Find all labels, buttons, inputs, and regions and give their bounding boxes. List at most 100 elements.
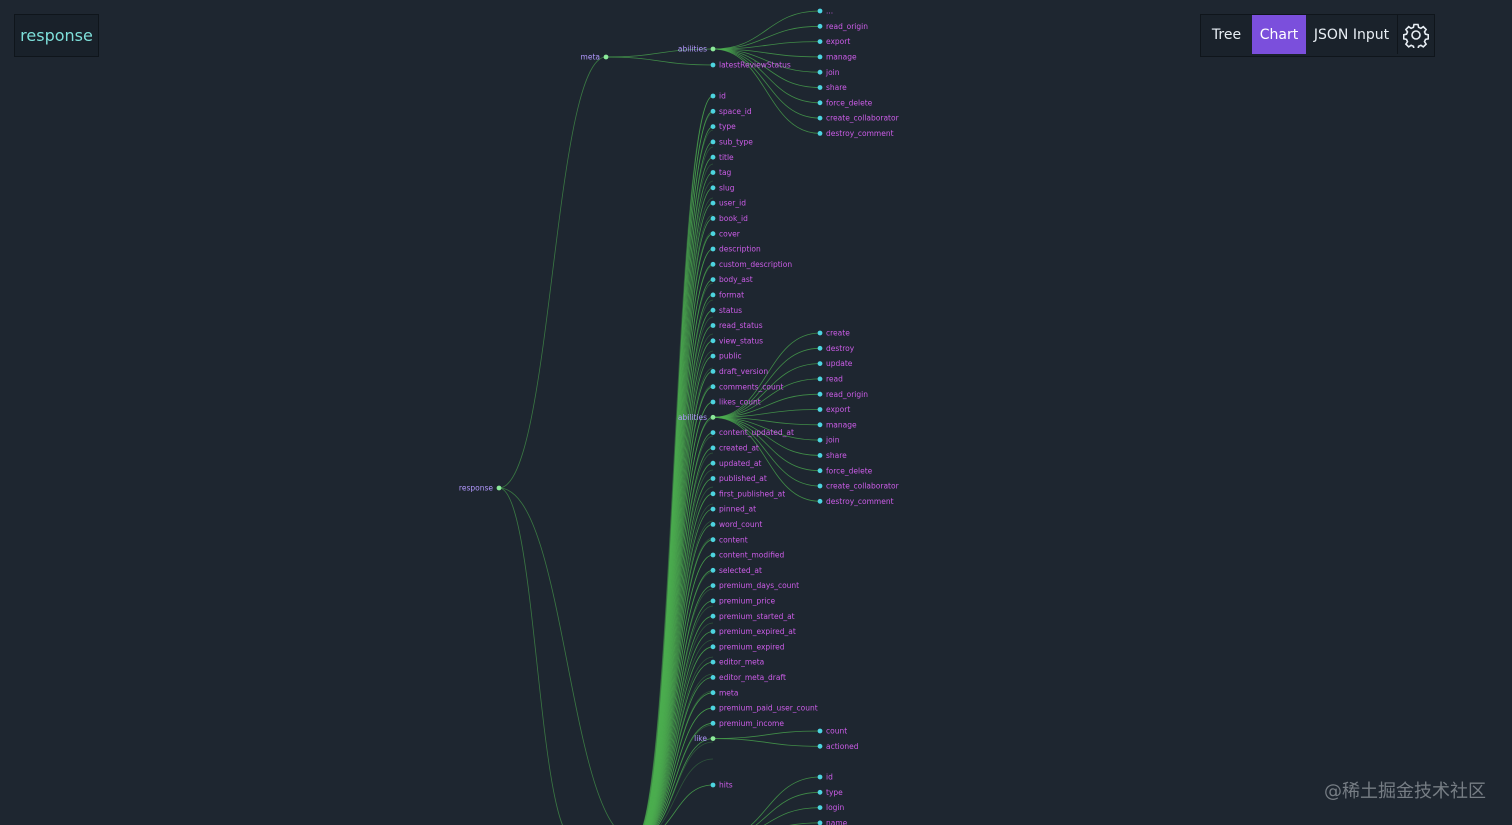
meta-ability-0-dot[interactable] — [817, 8, 823, 14]
user-child-0-dot[interactable] — [817, 774, 823, 780]
meta-ability-5-dot[interactable] — [817, 85, 823, 90]
field-27-dot[interactable] — [710, 506, 716, 512]
field-14-dot[interactable] — [710, 307, 716, 313]
tree-link — [649, 569, 714, 825]
field-28-dot[interactable] — [710, 522, 716, 527]
field-2-dot[interactable] — [710, 124, 716, 129]
tree-link — [712, 10, 821, 50]
like-child-0-dot[interactable] — [817, 728, 823, 734]
meta-ability-4-dot[interactable] — [817, 69, 823, 75]
field-6-dot[interactable] — [710, 185, 716, 191]
field-22-dot[interactable] — [710, 430, 716, 435]
user-child-1-label: type — [826, 788, 843, 797]
gear-icon — [1403, 23, 1429, 48]
field-11-dot[interactable] — [710, 261, 716, 267]
root-node-badge[interactable]: response — [14, 14, 99, 57]
field-37-dot[interactable] — [710, 659, 716, 665]
field-40-dot[interactable] — [710, 705, 716, 711]
meta-ability-7-label: create_collaborator — [826, 114, 900, 123]
meta-abilities-node-dot[interactable] — [710, 46, 716, 52]
doc-ability-11-dot[interactable] — [817, 498, 823, 504]
field-8-dot[interactable] — [710, 216, 716, 221]
field-26-dot[interactable] — [710, 491, 716, 497]
field-12-dot[interactable] — [710, 277, 716, 282]
field-32-dot[interactable] — [710, 583, 716, 588]
latest-review-status-node-dot[interactable] — [710, 62, 716, 68]
tab-chart-label: Chart — [1259, 26, 1299, 43]
field-10-dot[interactable] — [710, 246, 716, 252]
field-29-dot[interactable] — [710, 537, 716, 543]
doc-ability-0-dot[interactable] — [817, 330, 823, 336]
field-3-dot[interactable] — [710, 139, 716, 145]
field-30-dot[interactable] — [710, 552, 716, 558]
field-33-label: premium_price — [719, 597, 776, 606]
tab-tree[interactable]: Tree — [1201, 15, 1252, 54]
like-child-1-dot[interactable] — [817, 743, 823, 749]
root-node-dot[interactable] — [496, 485, 502, 491]
field-43-dot[interactable] — [710, 782, 716, 788]
tab-chart[interactable]: Chart — [1252, 15, 1306, 54]
field-13-dot[interactable] — [710, 292, 716, 298]
field-20-dot[interactable] — [710, 399, 716, 405]
field-15-dot[interactable] — [710, 323, 716, 328]
user-child-2-dot[interactable] — [817, 805, 823, 810]
doc-ability-1-dot[interactable] — [817, 345, 823, 351]
user-child-1-dot[interactable] — [817, 789, 823, 795]
field-5-dot[interactable] — [710, 170, 716, 175]
field-17-dot[interactable] — [710, 353, 716, 359]
meta-node-dot[interactable] — [603, 54, 609, 60]
meta-ability-8-dot[interactable] — [817, 131, 823, 136]
field-7-dot[interactable] — [710, 200, 716, 206]
doc-ability-8-dot[interactable] — [817, 453, 823, 458]
field-21-dot[interactable] — [710, 414, 716, 420]
field-41-dot[interactable] — [710, 720, 716, 726]
field-0-dot[interactable] — [710, 93, 716, 99]
field-17-label: public — [719, 352, 742, 361]
field-38-dot[interactable] — [710, 675, 716, 680]
tab-json-input[interactable]: JSON Input — [1306, 15, 1397, 54]
tree-link — [650, 585, 714, 825]
field-39-dot[interactable] — [710, 690, 716, 696]
field-27-label: pinned_at — [719, 505, 756, 514]
doc-ability-10-dot[interactable] — [817, 483, 823, 489]
doc-ability-2-label: update — [826, 359, 853, 368]
field-42-dot[interactable] — [710, 736, 716, 741]
field-13-label: format — [719, 291, 744, 300]
field-1-dot[interactable] — [710, 108, 716, 114]
tree-link — [652, 656, 714, 825]
settings-button[interactable] — [1397, 15, 1434, 54]
field-19-dot[interactable] — [710, 384, 716, 390]
field-35-dot[interactable] — [710, 629, 716, 634]
meta-ability-3-dot[interactable] — [817, 54, 823, 60]
field-31-label: selected_at — [719, 566, 762, 575]
tree-link — [649, 554, 714, 825]
meta-ability-6-dot[interactable] — [817, 100, 823, 106]
doc-ability-4-dot[interactable] — [817, 391, 823, 397]
field-4-dot[interactable] — [710, 154, 716, 160]
meta-ability-7-dot[interactable] — [817, 115, 823, 121]
meta-ability-2-dot[interactable] — [817, 39, 823, 44]
user-child-3-dot[interactable] — [817, 820, 823, 825]
field-41-label: premium_income — [719, 719, 784, 728]
field-34-label: premium_started_at — [719, 612, 795, 621]
doc-ability-9-dot[interactable] — [817, 468, 823, 474]
meta-ability-1-dot[interactable] — [817, 23, 823, 29]
doc-ability-2-dot[interactable] — [817, 361, 823, 366]
field-16-dot[interactable] — [710, 338, 716, 344]
field-36-dot[interactable] — [710, 644, 716, 650]
doc-ability-7-dot[interactable] — [817, 437, 823, 443]
doc-ability-6-dot[interactable] — [817, 422, 823, 428]
field-25-dot[interactable] — [710, 476, 716, 481]
field-23-dot[interactable] — [710, 445, 716, 451]
field-9-dot[interactable] — [710, 231, 716, 237]
field-24-dot[interactable] — [710, 460, 716, 466]
doc-ability-5-dot[interactable] — [817, 407, 823, 412]
field-33-dot[interactable] — [710, 598, 716, 604]
tree-link — [605, 56, 714, 66]
field-34-dot[interactable] — [710, 613, 716, 619]
tree-link — [642, 112, 714, 825]
field-18-dot[interactable] — [710, 369, 716, 374]
doc-ability-3-dot[interactable] — [817, 376, 823, 382]
field-31-dot[interactable] — [710, 567, 716, 573]
